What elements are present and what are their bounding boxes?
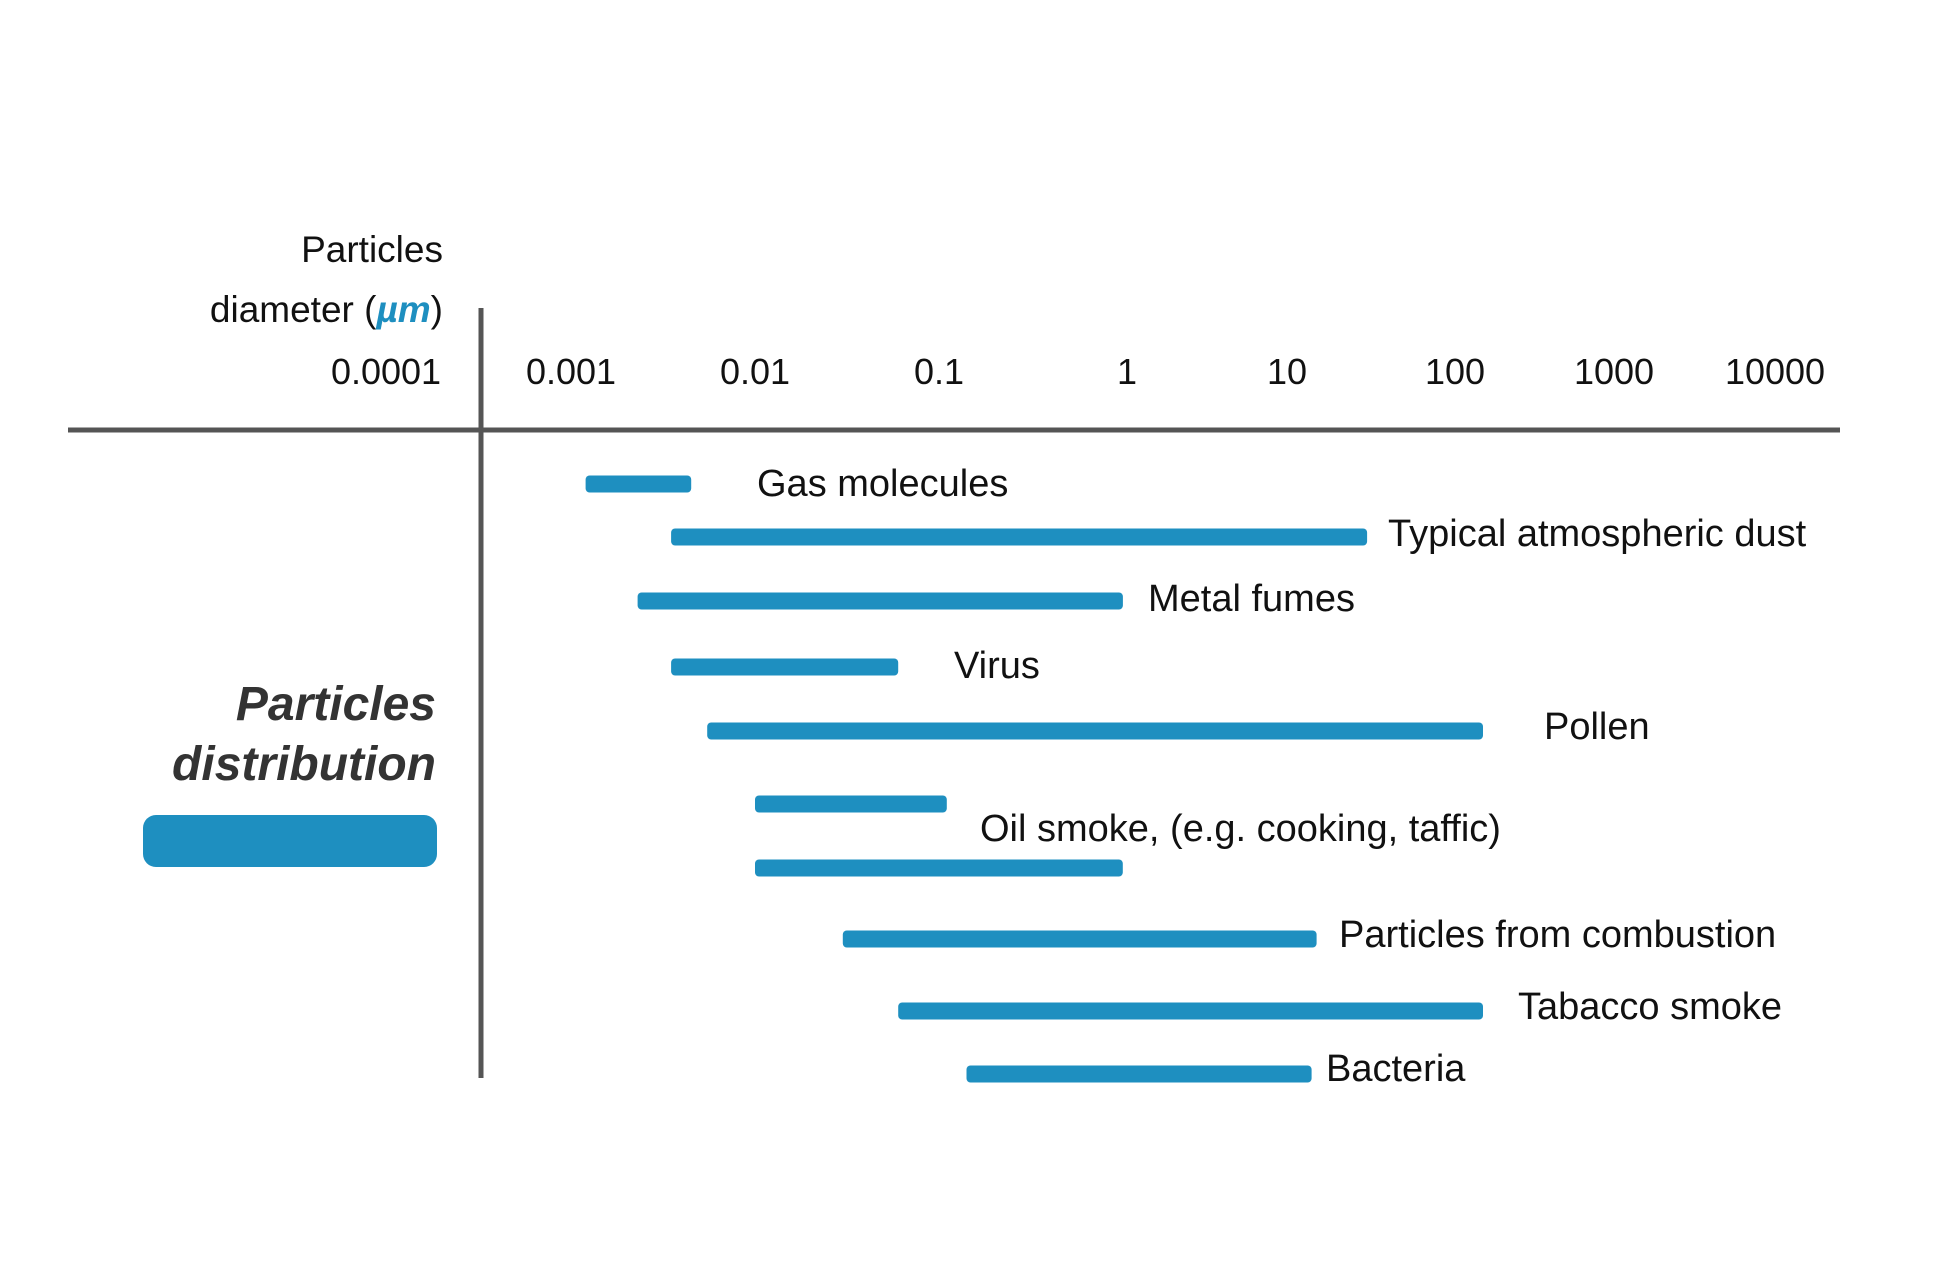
range-label-pollen: Pollen — [1544, 706, 1650, 748]
axis-title-unit: µm — [375, 289, 430, 330]
legend-title-line-2: distribution — [172, 738, 436, 791]
legend-title-line-1: Particles — [236, 678, 436, 731]
legend-swatch — [143, 815, 437, 867]
range-label-atmospheric-dust: Typical atmospheric dust — [1388, 513, 1807, 555]
range-bars — [585, 475, 1483, 1083]
axis-title-text: diameter ( — [210, 289, 377, 330]
axis-title-close: ) — [431, 289, 443, 330]
range-bar — [755, 859, 1123, 877]
range-label-metal-fumes: Metal fumes — [1148, 578, 1355, 620]
x-tick-label: 0.001 — [526, 351, 616, 392]
x-tick-label: 0.01 — [720, 351, 790, 392]
x-tick-label: 10 — [1267, 351, 1307, 392]
x-tick-label: 10000 — [1725, 351, 1825, 392]
range-label-bacteria: Bacteria — [1326, 1048, 1466, 1090]
range-bar — [755, 795, 947, 813]
range-label-gas-molecules: Gas molecules — [757, 463, 1008, 505]
range-bar — [966, 1065, 1312, 1083]
range-label-oil-smoke: Oil smoke, (e.g. cooking, taffic) — [980, 808, 1501, 850]
range-bar — [637, 592, 1123, 610]
x-tick-label: 100 — [1425, 351, 1485, 392]
range-bar — [671, 658, 899, 676]
x-tick-label: 1 — [1117, 351, 1137, 392]
x-tick-label: 1000 — [1574, 351, 1654, 392]
axis-title-line-1: Particles — [301, 229, 443, 270]
range-bar — [671, 528, 1368, 546]
range-bar — [842, 930, 1317, 948]
range-label-combustion: Particles from combustion — [1339, 914, 1776, 956]
range-label-virus: Virus — [954, 645, 1040, 687]
range-bar — [585, 475, 692, 493]
range-bar — [707, 722, 1483, 740]
axis-title-line-2: diameter (µm) — [210, 289, 443, 330]
range-label-tabacco-smoke: Tabacco smoke — [1518, 986, 1782, 1028]
x-tick-label: 0.1 — [914, 351, 964, 392]
x-tick-label: 0.0001 — [331, 351, 441, 392]
range-bar — [898, 1002, 1483, 1020]
